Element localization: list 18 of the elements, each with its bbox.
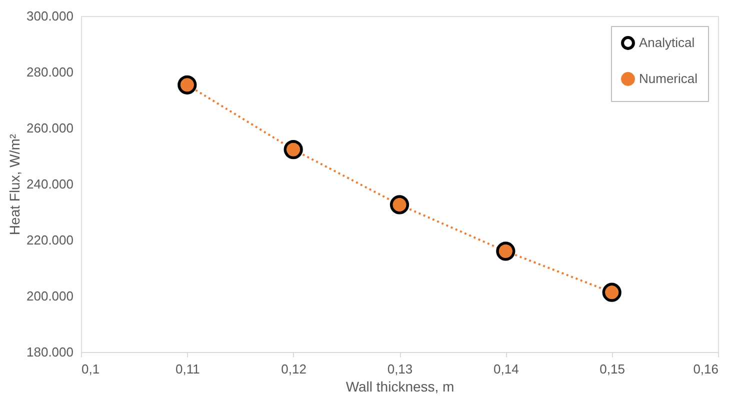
x-tick-label: 0,11 — [175, 362, 200, 376]
y-tick-label: 280.000 — [26, 64, 74, 80]
y-tick-label: 300.000 — [26, 8, 74, 24]
x-tick-label: 0,13 — [387, 362, 413, 376]
y-tick-label: 220.000 — [26, 232, 74, 248]
y-tick-label: 180.000 — [26, 344, 74, 360]
y-tick-label: 260.000 — [26, 120, 74, 136]
legend-label: Numerical — [639, 71, 698, 86]
y-tick-label: 240.000 — [26, 176, 74, 192]
y-tick-label: 200.000 — [26, 288, 74, 304]
x-axis-title: Wall thickness, m — [346, 378, 454, 394]
x-tick-label: 0,14 — [494, 362, 519, 376]
x-tick-label: 0,12 — [281, 362, 306, 376]
x-tick-label: 0,15 — [600, 362, 625, 376]
y-axis-title: Heat Flux, W/m² — [6, 134, 23, 236]
x-tick-label: 0,1 — [82, 362, 100, 376]
legend-label: Analytical — [639, 35, 695, 50]
x-tick-label: 0,16 — [693, 362, 718, 376]
